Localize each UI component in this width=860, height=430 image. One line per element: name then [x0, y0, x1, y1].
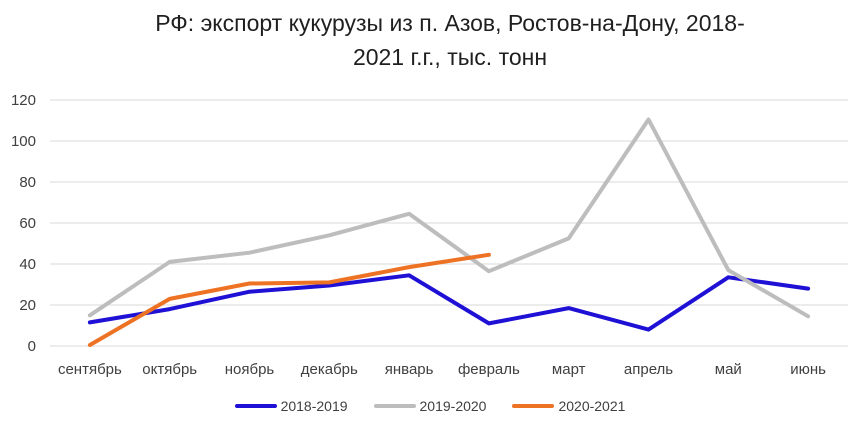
- legend-swatch: [512, 404, 555, 408]
- series-lines: [87, 117, 811, 347]
- x-axis-ticks: сентябрь октябрь ноябрь декабрь январь феврал…: [58, 361, 826, 378]
- legend-label: 2020-2021: [558, 398, 626, 414]
- y-tick-label: 60: [19, 215, 36, 232]
- chart-title-line-1: РФ: экспорт кукурузы из п. Азов, Ростов-…: [155, 10, 745, 36]
- legend: 2018-2019 2019-2020 2020-2021: [0, 398, 860, 414]
- x-tick-label: февраль: [458, 361, 520, 378]
- legend-item: 2018-2019: [234, 398, 348, 414]
- x-tick-label: апрель: [624, 361, 673, 378]
- y-tick-label: 20: [19, 297, 36, 314]
- x-tick-label: май: [715, 361, 742, 378]
- legend-label: 2019-2020: [419, 398, 487, 414]
- x-tick-label: март: [552, 361, 586, 378]
- legend-item: 2020-2021: [512, 398, 625, 414]
- y-tick-label: 40: [19, 256, 36, 273]
- legend-item: 2019-2020: [373, 398, 487, 414]
- gridlines: [50, 99, 848, 347]
- x-tick-label: декабрь: [301, 361, 358, 378]
- series-line-2020-2021: [87, 252, 491, 347]
- legend-swatch: [373, 404, 416, 408]
- y-tick-label: 100: [11, 133, 36, 150]
- series-line-2019-2020: [87, 117, 811, 319]
- y-tick-label: 80: [19, 174, 36, 191]
- x-tick-label: октябрь: [142, 361, 197, 378]
- legend-swatch: [234, 404, 277, 408]
- x-tick-label: январь: [385, 361, 434, 378]
- series-line-2018-2019: [87, 273, 811, 332]
- chart-title-line-2: 2021 г.г., тыс. тонн: [352, 44, 548, 70]
- x-tick-label: сентябрь: [58, 361, 122, 378]
- y-tick-label: 0: [28, 338, 36, 355]
- y-tick-label: 120: [11, 92, 36, 109]
- x-tick-label: ноябрь: [225, 361, 275, 378]
- x-tick-label: июнь: [790, 361, 826, 378]
- y-axis-ticks: 0 20 40 60 80 100 120: [11, 92, 36, 355]
- chart-title: РФ: экспорт кукурузы из п. Азов, Ростов-…: [40, 6, 860, 74]
- legend-label: 2018-2019: [280, 398, 348, 414]
